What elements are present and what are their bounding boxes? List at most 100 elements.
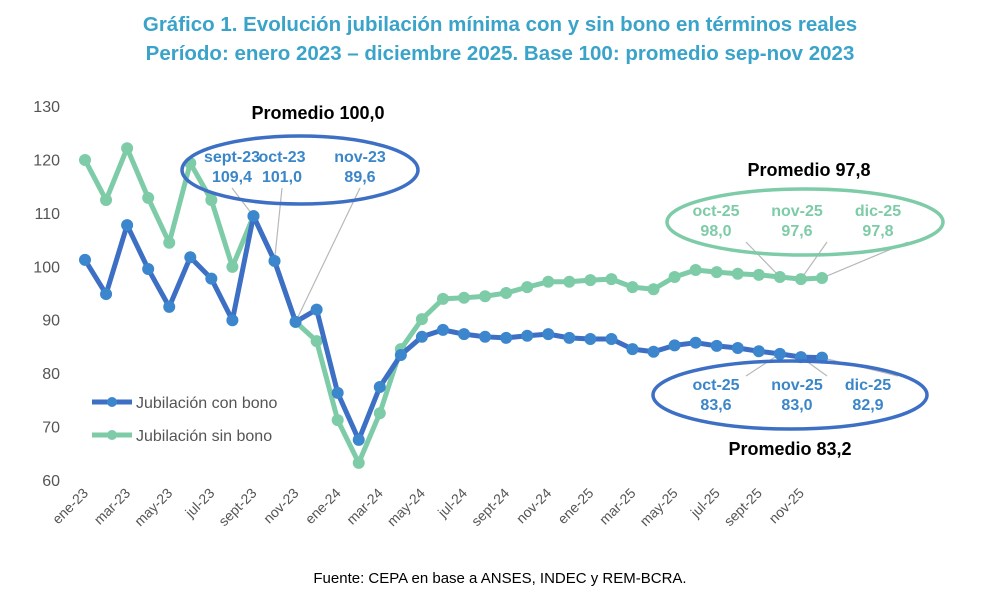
annotation-value: 98,0 (700, 223, 731, 240)
annotation-heading-base: Promedio 100,0 (251, 103, 384, 123)
data-point (584, 332, 597, 345)
data-point (79, 153, 91, 166)
x-tick-label: nov-24 (513, 485, 555, 527)
legend-label-con-bono: Jubilación con bono (136, 395, 278, 412)
data-point (521, 329, 534, 342)
x-tick-label: may-23 (131, 485, 175, 529)
annotation-value: 109,4 (212, 169, 252, 186)
annotation-month: dic-25 (845, 377, 891, 394)
data-point (226, 260, 239, 273)
data-point (458, 291, 471, 304)
data-point (731, 267, 744, 280)
y-tick-label: 100 (33, 259, 60, 276)
annotation-value: 83,6 (700, 397, 731, 414)
data-point (563, 275, 576, 288)
x-tick-label: ene-25 (554, 485, 596, 527)
data-point (373, 407, 386, 420)
data-point (352, 456, 365, 469)
data-point (352, 433, 365, 446)
x-tick-label: ene-24 (302, 485, 344, 527)
x-tick-label: ene-23 (49, 485, 91, 527)
data-point (100, 288, 113, 301)
data-point (415, 330, 428, 343)
annotation-ellipse-base (180, 134, 420, 206)
data-point (479, 290, 492, 303)
data-point (142, 262, 155, 275)
legend-marker-con-bono (107, 397, 117, 407)
series-sin-bono (79, 142, 828, 469)
x-tick-label: mar-25 (596, 485, 639, 528)
source-note: Fuente: CEPA en base a ANSES, INDEC y RE… (313, 570, 687, 587)
x-tick-label: sept-24 (468, 485, 512, 529)
data-point (542, 328, 555, 341)
data-point (458, 328, 471, 341)
data-point (584, 274, 597, 287)
data-point (394, 348, 407, 361)
data-point (500, 331, 513, 344)
data-point (689, 336, 702, 349)
x-tick-label: nov-25 (765, 485, 807, 527)
annotations: Promedio 100,0 Promedio 97,8 Promedio 83… (180, 103, 945, 459)
annotation-month: nov-25 (771, 377, 823, 394)
data-point (626, 343, 639, 356)
x-tick-label: jul-24 (434, 485, 470, 521)
data-point (605, 332, 618, 345)
data-point (479, 330, 492, 343)
data-point (436, 323, 449, 336)
chart-title: Gráfico 1. Evolución jubilación mínima c… (0, 10, 1000, 68)
data-point (121, 219, 134, 232)
data-point (331, 386, 344, 399)
series-group (79, 142, 828, 469)
y-tick-label: 70 (42, 420, 60, 437)
x-tick-label: mar-24 (343, 485, 386, 528)
y-axis: 60 70 80 90 100 110 120 130 (33, 99, 60, 490)
data-point (226, 314, 239, 327)
x-tick-label: may-24 (384, 485, 428, 529)
data-point (773, 270, 786, 283)
y-tick-label: 120 (33, 152, 60, 169)
annotation-month: dic-25 (855, 203, 901, 220)
data-point (100, 194, 113, 207)
x-tick-label: nov-23 (260, 485, 302, 527)
annotation-value: 83,0 (781, 397, 812, 414)
annotation-month: sept-23 (204, 149, 260, 166)
data-point (121, 142, 134, 155)
data-point (205, 194, 218, 207)
data-point (310, 303, 323, 316)
data-point (668, 339, 681, 352)
y-tick-label: 110 (34, 206, 60, 223)
x-tick-label: jul-25 (687, 485, 723, 521)
annotation-heading-con-bono: Promedio 83,2 (728, 439, 851, 459)
annotation-value: 97,8 (862, 223, 893, 240)
data-point (289, 315, 302, 328)
series-line (82, 145, 823, 466)
y-tick-label: 90 (42, 313, 60, 330)
data-point (373, 381, 386, 394)
leader-line (745, 241, 781, 278)
legend: Jubilación con bono Jubilación sin bono (92, 395, 278, 445)
x-tick-label: jul-23 (181, 485, 217, 521)
x-tick-label: may-25 (636, 485, 680, 529)
y-tick-label: 60 (42, 473, 60, 490)
data-point (626, 281, 639, 294)
x-tick-label: sept-25 (721, 485, 765, 529)
legend-label-sin-bono: Jubilación sin bono (136, 428, 272, 445)
annotation-month: oct-25 (692, 377, 739, 394)
data-point (794, 273, 807, 286)
data-point (142, 191, 155, 204)
data-point (647, 283, 660, 296)
data-point (331, 414, 344, 427)
y-tick-label: 80 (42, 366, 60, 383)
data-point (205, 272, 218, 285)
data-point (521, 281, 534, 294)
x-tick-label: sept-23 (215, 485, 259, 529)
data-point (816, 272, 828, 285)
data-point (79, 253, 91, 266)
data-point (163, 236, 176, 249)
annotation-value: 82,9 (852, 397, 883, 414)
annotation-month: oct-25 (692, 203, 739, 220)
data-point (163, 300, 176, 313)
data-point (184, 251, 197, 264)
data-point (731, 342, 744, 355)
data-point (500, 287, 513, 299)
